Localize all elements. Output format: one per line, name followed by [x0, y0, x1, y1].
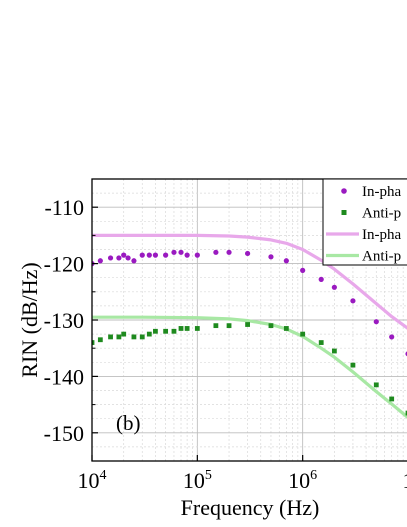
- data-point-anti-p: [350, 362, 356, 368]
- data-point-anti-p: [213, 323, 219, 329]
- data-point-anti-p: [268, 323, 274, 329]
- legend: In-pha Anti-p In-pha Anti-p: [322, 178, 407, 266]
- data-point-in-pha: [318, 276, 324, 282]
- data-point-anti-p: [405, 410, 407, 416]
- data-point-in-pha: [184, 252, 190, 258]
- data-point-in-pha: [125, 255, 131, 261]
- data-point-in-pha: [163, 252, 169, 258]
- data-layer: [92, 233, 407, 419]
- data-point-anti-p: [373, 382, 379, 388]
- y-tick-label: -130: [44, 308, 84, 333]
- y-axis-title: RIN (dB/Hz): [17, 262, 42, 377]
- x-tick-label: 1: [403, 468, 407, 493]
- data-point-anti-p: [116, 334, 122, 340]
- x-tick-label: 106: [288, 468, 317, 493]
- data-point-anti-p: [300, 331, 306, 337]
- data-point-in-pha: [139, 252, 145, 258]
- data-point-anti-p: [163, 328, 169, 334]
- data-point-anti-p: [121, 331, 127, 337]
- data-point-anti-p: [194, 326, 200, 331]
- y-tick-label: -110: [44, 195, 84, 220]
- data-point-anti-p: [184, 326, 190, 331]
- y-tick-label: -140: [44, 364, 84, 389]
- data-point-anti-p: [389, 396, 395, 402]
- data-point-in-pha: [244, 250, 251, 257]
- x-tick-exponent: 6: [310, 468, 317, 483]
- data-point-in-pha: [389, 334, 395, 340]
- ticks: 104 105 106 1 -110 -120 -130 -140 -150: [44, 178, 407, 493]
- data-point-anti-p: [97, 337, 103, 343]
- data-point-in-pha: [194, 252, 200, 258]
- data-point-in-pha: [107, 255, 114, 261]
- data-point-anti-p: [226, 323, 232, 329]
- data-point-in-pha: [152, 252, 159, 258]
- data-point-anti-p: [153, 328, 158, 334]
- data-point-anti-p: [245, 322, 250, 327]
- data-point-anti-p: [171, 328, 177, 334]
- data-point-in-pha: [121, 252, 127, 258]
- data-point-in-pha: [268, 254, 274, 260]
- legend-label: Anti-p: [362, 249, 401, 265]
- x-tick-label: 105: [183, 468, 212, 493]
- data-point-anti-p: [318, 340, 324, 345]
- legend-box: [322, 178, 407, 266]
- data-point-anti-p: [92, 340, 95, 345]
- y-tick-label: -120: [44, 252, 84, 277]
- x-tick-label: 104: [78, 468, 107, 493]
- data-point-in-pha: [97, 258, 103, 264]
- data-point-anti-p: [131, 334, 137, 340]
- fit-line-anti-p: [92, 315, 407, 419]
- x-axis-title: Frequency (Hz): [181, 495, 320, 520]
- data-point-in-pha: [178, 249, 184, 255]
- y-tick-label: -150: [44, 421, 84, 446]
- data-point-in-pha: [171, 249, 177, 255]
- data-point-in-pha: [350, 298, 356, 304]
- data-point-anti-p: [108, 334, 113, 340]
- legend-label: In-pha: [362, 184, 401, 200]
- data-point-anti-p: [146, 331, 152, 337]
- data-point-in-pha: [331, 284, 337, 290]
- data-point-in-pha: [146, 252, 152, 258]
- data-point-in-pha: [131, 258, 137, 264]
- x-tick-exponent: 5: [205, 468, 212, 483]
- legend-marker-circle: [341, 188, 347, 194]
- legend-marker-square: [341, 210, 347, 215]
- data-point-anti-p: [283, 326, 289, 331]
- panel-label: (b): [116, 411, 141, 435]
- data-point-in-pha: [373, 319, 379, 325]
- data-point-anti-p: [139, 334, 145, 340]
- legend-label: Anti-p: [362, 206, 401, 222]
- legend-label: In-pha: [362, 227, 401, 243]
- data-point-in-pha: [213, 249, 219, 255]
- data-point-anti-p: [331, 348, 337, 354]
- fit-line-in-pha: [92, 233, 407, 330]
- data-point-anti-p: [178, 326, 184, 331]
- data-point-in-pha: [116, 255, 122, 261]
- data-point-in-pha: [283, 258, 289, 264]
- data-point-in-pha: [300, 267, 306, 273]
- x-tick-exponent: 4: [100, 468, 107, 483]
- data-point-in-pha: [226, 249, 232, 255]
